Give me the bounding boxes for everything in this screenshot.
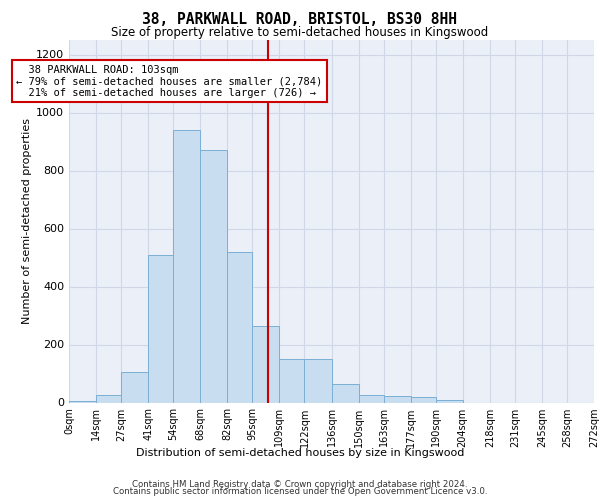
Bar: [410, 398, 436, 402]
Bar: [383, 396, 410, 402]
Text: Distribution of semi-detached houses by size in Kingswood: Distribution of semi-detached houses by …: [136, 448, 464, 458]
Bar: [359, 395, 383, 402]
Bar: [200, 150, 227, 403]
Text: 38 PARKWALL ROAD: 103sqm  
← 79% of semi-detached houses are smaller (2,784)
  2: 38 PARKWALL ROAD: 103sqm ← 79% of semi-d…: [16, 64, 322, 98]
Bar: [173, 130, 200, 402]
Text: Size of property relative to semi-detached houses in Kingswood: Size of property relative to semi-detach…: [112, 26, 488, 39]
Text: Contains HM Land Registry data © Crown copyright and database right 2024.: Contains HM Land Registry data © Crown c…: [132, 480, 468, 489]
Bar: [331, 384, 359, 402]
Text: 38, PARKWALL ROAD, BRISTOL, BS30 8HH: 38, PARKWALL ROAD, BRISTOL, BS30 8HH: [143, 12, 458, 28]
Bar: [121, 372, 148, 402]
Text: Contains public sector information licensed under the Open Government Licence v3: Contains public sector information licen…: [113, 488, 487, 496]
Bar: [96, 395, 121, 402]
Y-axis label: Number of semi-detached properties: Number of semi-detached properties: [22, 118, 32, 324]
Bar: [253, 326, 280, 402]
Bar: [304, 359, 331, 403]
Bar: [436, 400, 463, 402]
Bar: [280, 359, 304, 403]
Bar: [69, 401, 96, 402]
Bar: [227, 252, 253, 402]
Bar: [148, 254, 173, 402]
